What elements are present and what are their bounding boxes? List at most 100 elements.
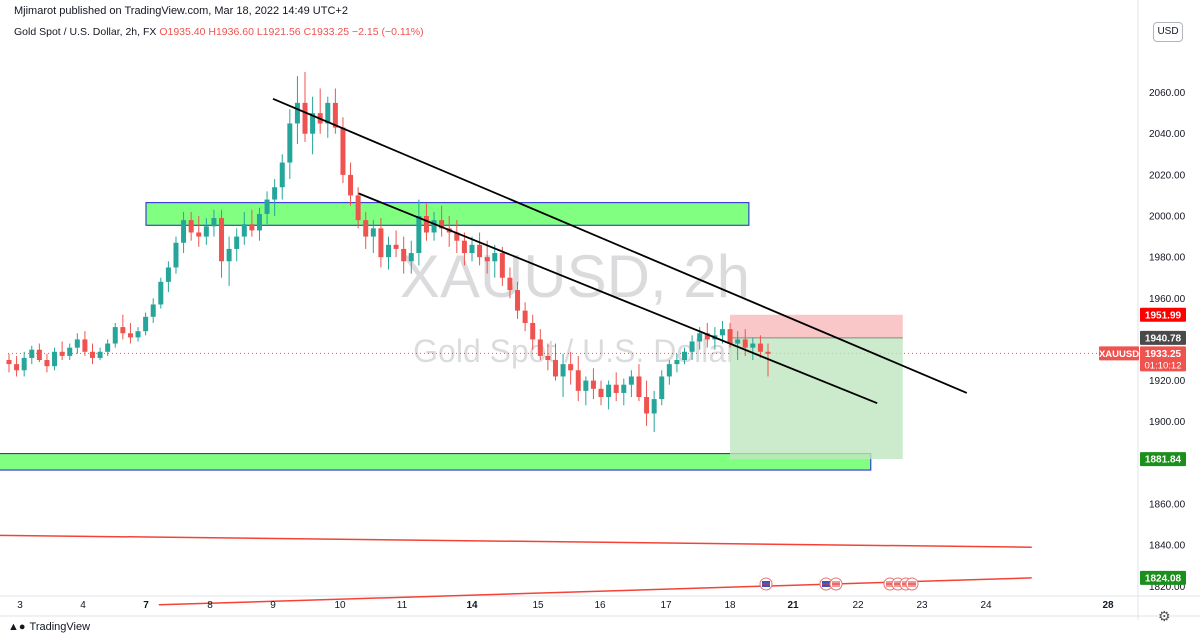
event-flag-icon (905, 577, 919, 591)
candle-body (112, 327, 118, 344)
candle-body (287, 123, 293, 163)
change-value: −2.15 (−0.11%) (352, 26, 424, 38)
candle (6, 353, 12, 373)
countdown-text: 01:10:12 (1145, 360, 1182, 371)
candle (279, 154, 285, 200)
candle-body (219, 218, 225, 262)
candle (545, 343, 551, 371)
candle-body (97, 351, 103, 358)
y-tick-label: 1860.00 (1149, 499, 1186, 510)
event-flag-icon (829, 577, 843, 591)
symbol-badge-text: XAUUSD (1099, 349, 1139, 360)
x-tick-label: 14 (466, 600, 478, 611)
candle (492, 244, 498, 278)
candle-body (742, 339, 748, 348)
y-tick-label: 1960.00 (1149, 294, 1186, 305)
candle-body (203, 226, 209, 237)
candle-body (644, 397, 650, 414)
open-value: O1935.40 (159, 26, 206, 38)
candle (264, 191, 270, 225)
candle-body (704, 333, 710, 340)
y-tick-label: 1820.00 (1149, 582, 1186, 593)
candle (348, 162, 354, 206)
candle-body (416, 216, 422, 254)
candle-body (234, 236, 240, 249)
candle-body (499, 253, 505, 278)
watermark-name: Gold Spot / U.S. Dollar (413, 333, 737, 369)
candle-body (340, 127, 346, 175)
candle (226, 236, 232, 286)
watermark-symbol: XAUUSD, 2h (400, 243, 750, 310)
candle (302, 72, 308, 142)
price-labels: 1951.99 1940.78 1881.84 1824.08 XAUUSD 1933.2… (1099, 307, 1186, 585)
candle-body (14, 364, 20, 371)
candle (370, 220, 376, 254)
tradingview-brand[interactable]: ▲● TradingView (8, 621, 90, 633)
candle (461, 232, 467, 266)
candle-body (636, 376, 642, 398)
x-tick-label: 7 (143, 600, 149, 611)
symbol-title[interactable]: Gold Spot / U.S. Dollar, 2h, FX (14, 26, 157, 38)
candle (219, 209, 225, 278)
gear-icon[interactable]: ⚙ (1158, 608, 1171, 624)
candle-body (348, 174, 354, 196)
candle-body (52, 351, 58, 367)
candle-body (454, 232, 460, 241)
candle (181, 211, 187, 254)
price-label-text: 1881.84 (1145, 455, 1182, 466)
x-tick-label: 3 (17, 600, 23, 611)
candle (621, 378, 627, 406)
candle-body (256, 213, 262, 231)
price-label-text: 1951.99 (1145, 310, 1182, 321)
tradingview-logo-icon: ▲● (8, 621, 26, 633)
candle-body (264, 199, 270, 214)
candle-body (89, 351, 95, 358)
currency-button[interactable]: USD (1153, 22, 1183, 42)
price-label-box (1140, 307, 1186, 322)
candle-body (211, 218, 217, 227)
candle-body (583, 380, 589, 391)
price-label-text: 1940.78 (1145, 333, 1182, 344)
candle-body (127, 333, 133, 338)
candle (423, 203, 429, 241)
candle-body (408, 253, 414, 262)
candle (552, 343, 558, 381)
candle-body (59, 351, 65, 356)
candle-body (666, 364, 672, 377)
low-value: L1921.56 (256, 26, 301, 38)
candle (750, 337, 756, 361)
zone-rect-0 (145, 202, 750, 226)
candle (188, 211, 194, 241)
candle-body (431, 220, 437, 233)
candle-body (469, 244, 475, 254)
candle (158, 277, 164, 309)
candle (120, 314, 126, 340)
candle-body (575, 370, 581, 391)
zone-rect-1 (0, 453, 872, 471)
candle (659, 370, 665, 406)
candle-body (461, 240, 467, 254)
high-value: H1936.60 (208, 26, 254, 38)
candle (651, 390, 657, 433)
candle (575, 355, 581, 402)
candle (537, 329, 543, 361)
candle (29, 345, 35, 365)
candle-body (568, 364, 574, 371)
candle-body (226, 248, 232, 262)
price-label: 1824.08 (1140, 570, 1186, 585)
trendline-2 (0, 534, 1032, 548)
candle (249, 209, 255, 237)
candle-body (36, 349, 42, 361)
candle (325, 96, 331, 138)
x-tick-label: 21 (787, 600, 799, 611)
candle (317, 88, 323, 134)
price-axis[interactable]: 2060.00 2040.00 2020.00 2000.00 1980.00 1960.… (1149, 88, 1186, 593)
candle-body (363, 220, 369, 237)
time-axis[interactable]: 3 4 7 8 9 10 11 14 15 16 17 18 21 22 23 24 28 (17, 600, 1114, 611)
candle-body (370, 228, 376, 237)
candle (515, 281, 521, 319)
candle (203, 218, 209, 245)
candle-body (606, 384, 612, 398)
x-tick-label: 24 (980, 600, 992, 611)
